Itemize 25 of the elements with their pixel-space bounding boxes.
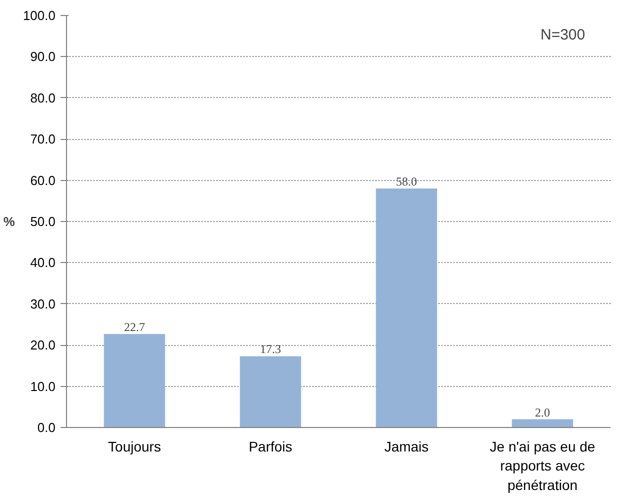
y-tick-label: 70.0 <box>30 132 56 147</box>
x-tick-label: Toujours <box>108 438 161 454</box>
x-tick-label: Je n'ai pas eu de rapports avec pénétration <box>490 438 596 493</box>
x-tick-label: Jamais <box>384 438 429 454</box>
y-tick-label: 0.0 <box>37 420 56 435</box>
y-tick-label: 90.0 <box>30 49 56 64</box>
x-tick-label: Parfois <box>248 438 292 454</box>
y-tick-label: 30.0 <box>30 296 56 312</box>
bar <box>512 419 574 428</box>
bar <box>240 356 302 428</box>
bar <box>376 188 438 428</box>
annotation: N=300 <box>540 26 586 44</box>
y-tick-label: 50.0 <box>30 214 56 229</box>
data-label: 17.3 <box>260 342 281 356</box>
y-tick-label: 60.0 <box>30 172 56 188</box>
y-tick-label: 100.0 <box>22 8 56 23</box>
y-axis-title: % <box>3 214 16 229</box>
y-tick-label: 40.0 <box>30 255 56 270</box>
bar <box>104 334 166 428</box>
data-label: 2.0 <box>535 405 550 420</box>
y-tick-label: 10.0 <box>30 378 56 394</box>
data-label: 58.0 <box>396 174 417 189</box>
y-tick-label: 80.0 <box>30 90 56 106</box>
data-label: 22.7 <box>124 320 145 334</box>
y-tick-label: 20.0 <box>30 338 56 353</box>
